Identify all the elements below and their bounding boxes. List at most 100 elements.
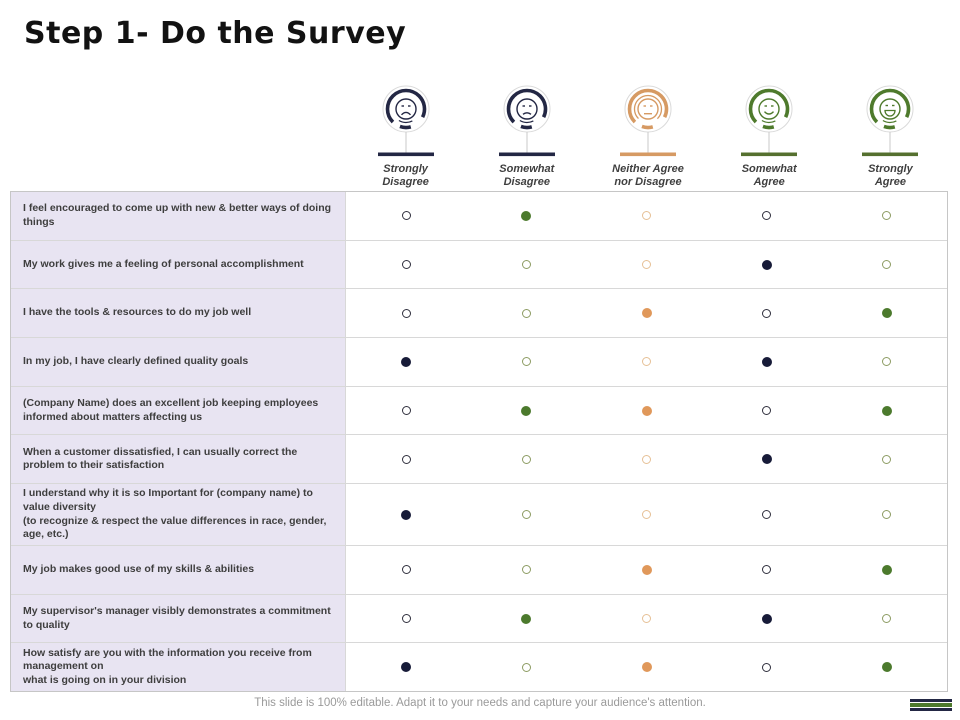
answer-cell[interactable]	[707, 289, 827, 337]
radio-unselected-icon[interactable]	[521, 357, 531, 367]
answer-cell[interactable]	[827, 338, 947, 386]
radio-unselected-icon[interactable]	[642, 614, 651, 624]
answer-cell[interactable]	[827, 595, 947, 643]
radio-unselected-icon[interactable]	[882, 211, 892, 221]
answer-cell[interactable]	[707, 338, 827, 386]
radio-unselected-icon[interactable]	[762, 662, 772, 672]
radio-unselected-icon[interactable]	[642, 357, 651, 367]
radio-selected-icon[interactable]	[881, 662, 892, 673]
radio-unselected-icon[interactable]	[762, 510, 772, 520]
answer-cell[interactable]	[707, 435, 827, 483]
answer-cell[interactable]	[466, 595, 586, 643]
radio-selected-icon[interactable]	[401, 509, 412, 520]
radio-selected-icon[interactable]	[761, 259, 772, 270]
answer-cell[interactable]	[346, 338, 466, 386]
answer-cell[interactable]	[827, 435, 947, 483]
answer-cell[interactable]	[466, 338, 586, 386]
answer-cell[interactable]	[586, 338, 706, 386]
radio-selected-icon[interactable]	[641, 308, 652, 319]
answer-cell[interactable]	[707, 192, 827, 240]
radio-selected-icon[interactable]	[761, 454, 772, 465]
radio-unselected-icon[interactable]	[521, 308, 531, 318]
radio-unselected-icon[interactable]	[762, 308, 772, 318]
radio-unselected-icon[interactable]	[642, 260, 651, 269]
answer-cell[interactable]	[586, 241, 706, 289]
answer-cell[interactable]	[346, 643, 466, 691]
answer-cell[interactable]	[346, 435, 466, 483]
radio-selected-icon[interactable]	[881, 564, 892, 575]
answer-cell[interactable]	[827, 192, 947, 240]
answer-cell[interactable]	[827, 546, 947, 594]
radio-unselected-icon[interactable]	[762, 406, 772, 416]
answer-cell[interactable]	[827, 643, 947, 691]
answer-cell[interactable]	[586, 289, 706, 337]
radio-unselected-icon[interactable]	[521, 510, 531, 520]
radio-unselected-icon[interactable]	[882, 614, 892, 624]
radio-selected-icon[interactable]	[761, 356, 772, 367]
answer-cell[interactable]	[586, 484, 706, 545]
radio-selected-icon[interactable]	[641, 662, 652, 673]
radio-unselected-icon[interactable]	[521, 260, 531, 269]
answer-cell[interactable]	[586, 435, 706, 483]
answer-cell[interactable]	[707, 643, 827, 691]
radio-unselected-icon[interactable]	[642, 211, 651, 221]
radio-unselected-icon[interactable]	[521, 454, 531, 464]
answer-cell[interactable]	[466, 289, 586, 337]
answer-cell[interactable]	[346, 192, 466, 240]
radio-unselected-icon[interactable]	[401, 454, 411, 464]
answer-cell[interactable]	[346, 484, 466, 545]
answer-cell[interactable]	[827, 241, 947, 289]
radio-unselected-icon[interactable]	[401, 406, 411, 416]
radio-unselected-icon[interactable]	[642, 510, 651, 520]
radio-selected-icon[interactable]	[401, 662, 412, 673]
answer-cell[interactable]	[466, 241, 586, 289]
radio-selected-icon[interactable]	[521, 613, 532, 624]
radio-selected-icon[interactable]	[881, 405, 892, 416]
radio-unselected-icon[interactable]	[401, 565, 411, 575]
answer-cell[interactable]	[586, 546, 706, 594]
answer-cell[interactable]	[586, 192, 706, 240]
radio-unselected-icon[interactable]	[401, 614, 411, 624]
answer-cell[interactable]	[466, 643, 586, 691]
radio-unselected-icon[interactable]	[882, 357, 892, 367]
answer-cell[interactable]	[466, 546, 586, 594]
radio-unselected-icon[interactable]	[762, 211, 772, 221]
answer-cell[interactable]	[346, 595, 466, 643]
answer-cell[interactable]	[346, 241, 466, 289]
radio-unselected-icon[interactable]	[882, 454, 892, 464]
answer-cell[interactable]	[466, 435, 586, 483]
answer-cell[interactable]	[346, 387, 466, 435]
radio-unselected-icon[interactable]	[401, 308, 411, 318]
radio-unselected-icon[interactable]	[642, 454, 651, 464]
answer-cell[interactable]	[466, 192, 586, 240]
answer-cell[interactable]	[466, 387, 586, 435]
answer-cell[interactable]	[586, 643, 706, 691]
answer-cell[interactable]	[707, 241, 827, 289]
radio-unselected-icon[interactable]	[401, 260, 411, 269]
answer-cell[interactable]	[346, 546, 466, 594]
radio-selected-icon[interactable]	[761, 613, 772, 624]
answer-cell[interactable]	[707, 484, 827, 545]
radio-selected-icon[interactable]	[641, 564, 652, 575]
radio-selected-icon[interactable]	[641, 405, 652, 416]
answer-cell[interactable]	[707, 546, 827, 594]
radio-unselected-icon[interactable]	[882, 510, 892, 520]
radio-selected-icon[interactable]	[881, 308, 892, 319]
radio-unselected-icon[interactable]	[401, 211, 411, 221]
answer-cell[interactable]	[346, 289, 466, 337]
answer-cell[interactable]	[586, 595, 706, 643]
radio-unselected-icon[interactable]	[521, 565, 531, 575]
radio-selected-icon[interactable]	[401, 356, 412, 367]
answer-cell[interactable]	[827, 387, 947, 435]
answer-cell[interactable]	[466, 484, 586, 545]
radio-selected-icon[interactable]	[521, 405, 532, 416]
answer-cell[interactable]	[707, 387, 827, 435]
answer-cell[interactable]	[827, 289, 947, 337]
radio-unselected-icon[interactable]	[521, 662, 531, 672]
answer-cell[interactable]	[707, 595, 827, 643]
radio-unselected-icon[interactable]	[882, 260, 892, 269]
radio-selected-icon[interactable]	[521, 210, 532, 221]
answer-cell[interactable]	[827, 484, 947, 545]
answer-cell[interactable]	[586, 387, 706, 435]
radio-unselected-icon[interactable]	[762, 565, 772, 575]
